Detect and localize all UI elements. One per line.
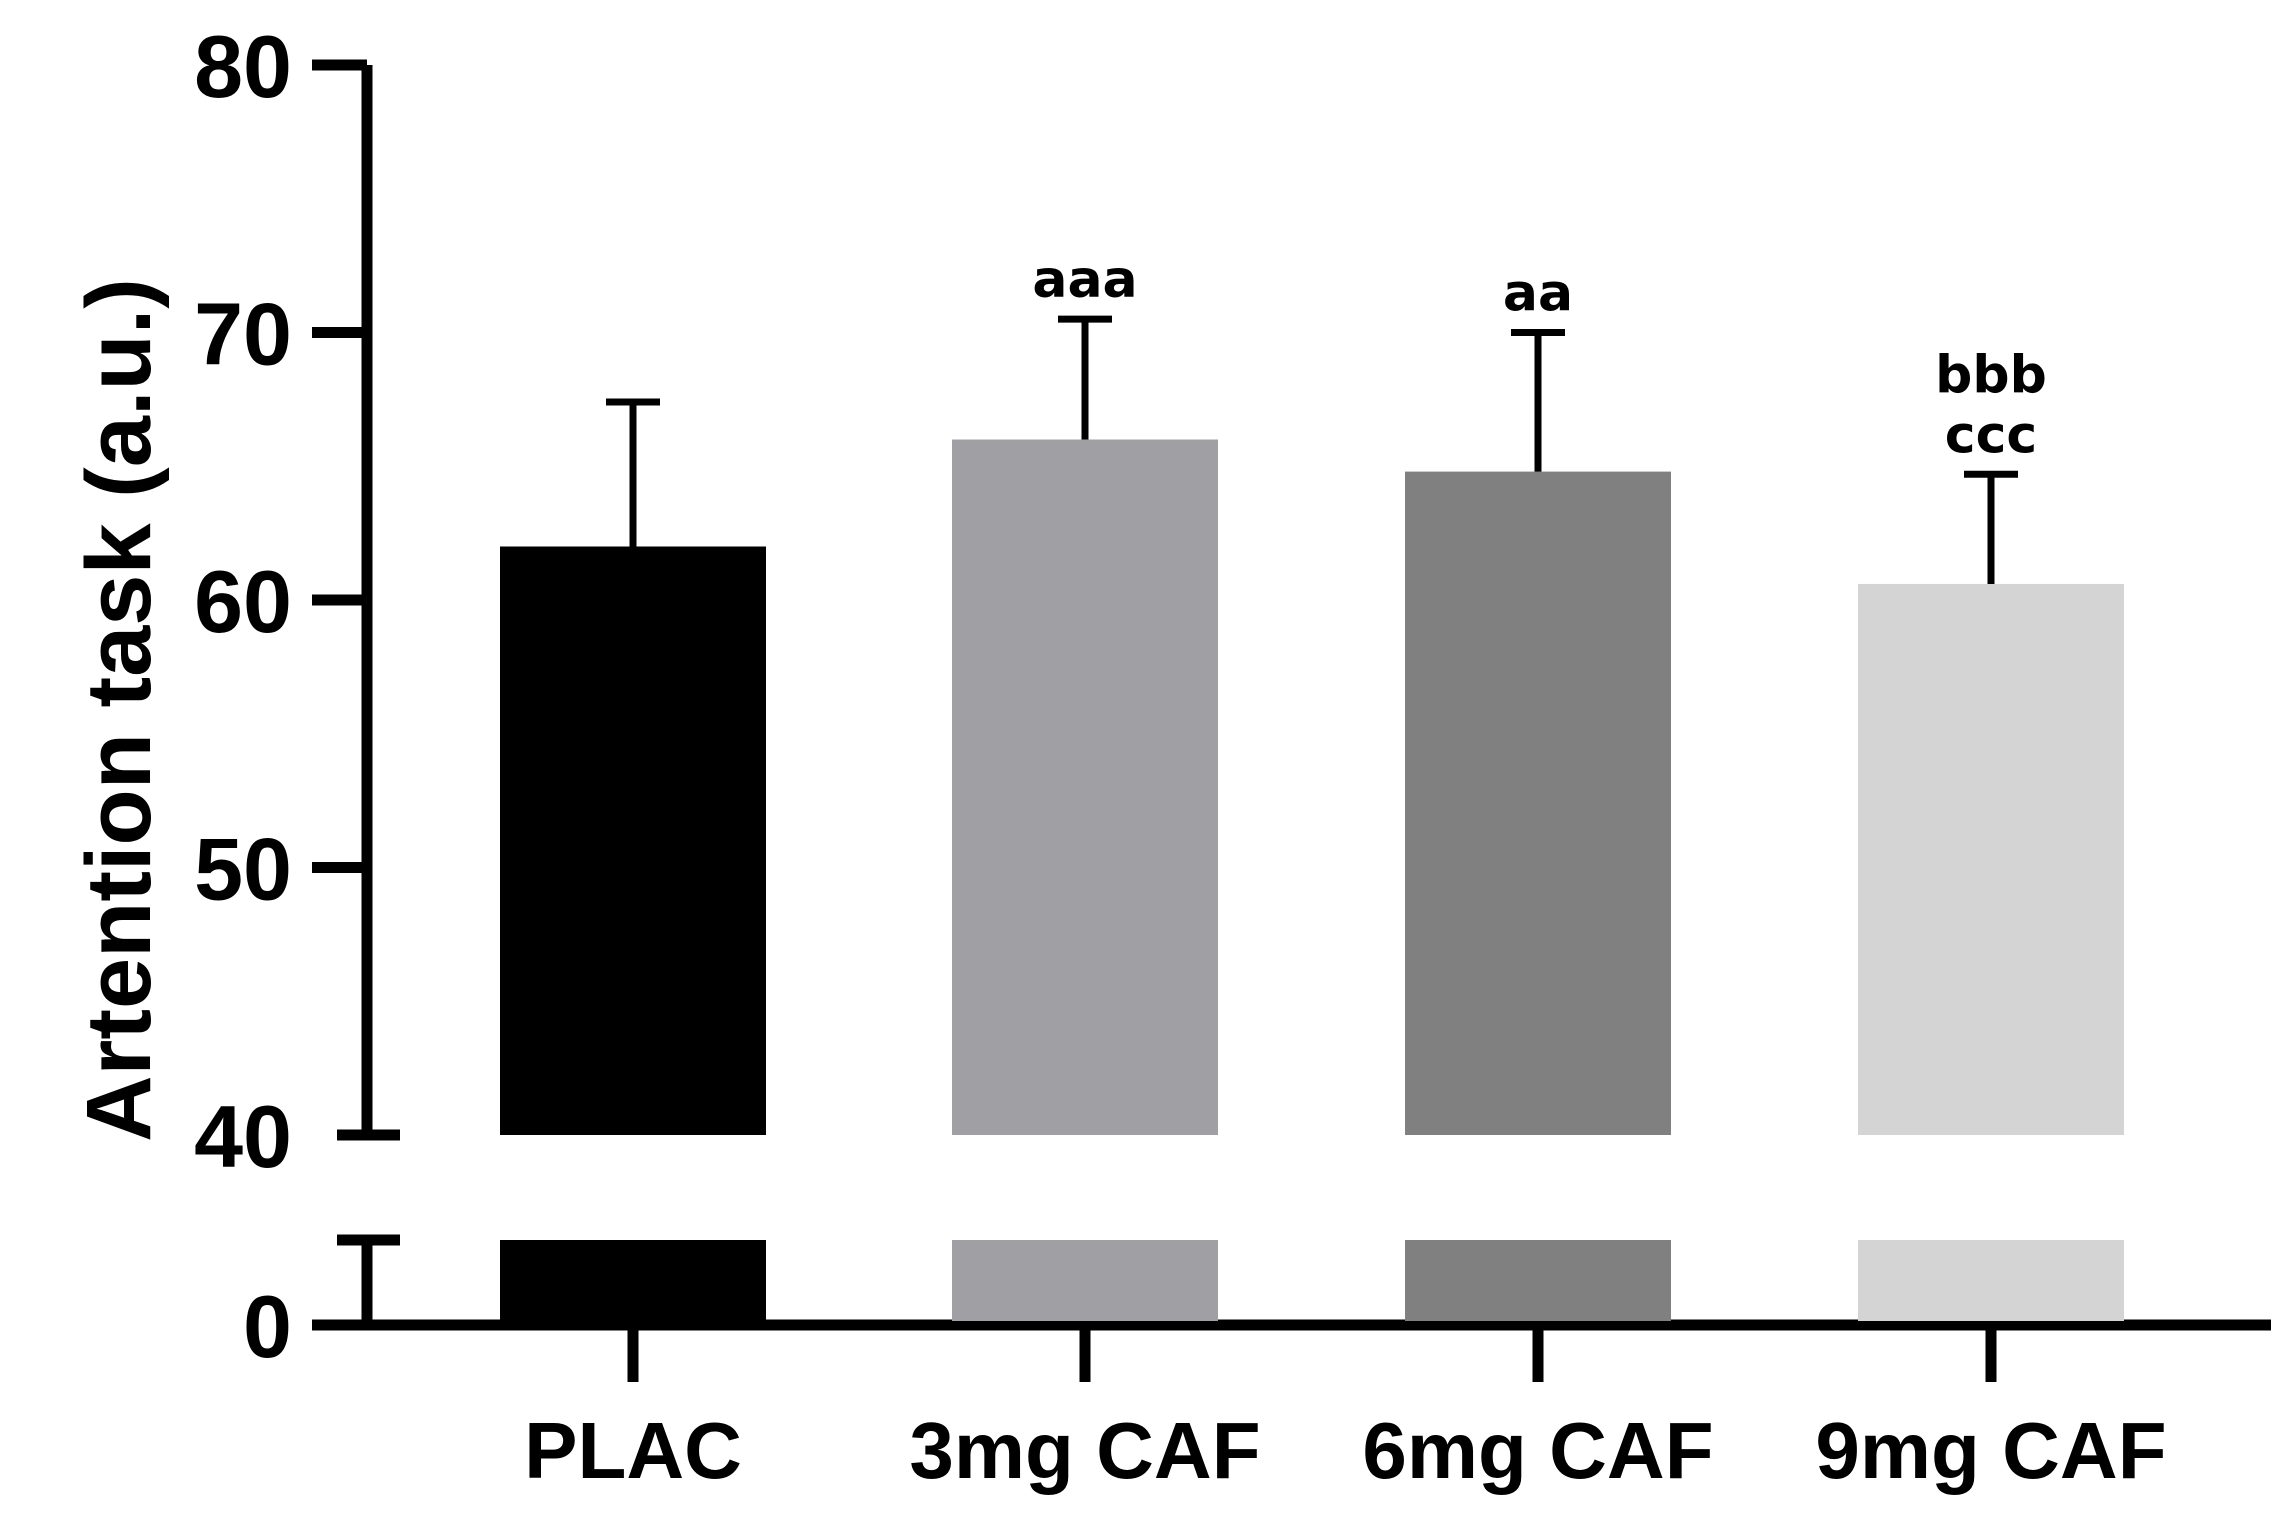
bar-lower (500, 1240, 766, 1321)
y-axis-label: Artention task (a.u.) (68, 278, 170, 1142)
x-ticks: PLAC 3mg CAF 6mg CAF 9mg CAF (524, 1325, 2167, 1495)
bar-lower (1405, 1240, 1671, 1321)
x-tick-label: 3mg CAF (909, 1406, 1260, 1495)
y-tick-label: 60 (194, 552, 292, 651)
bar-lower (1858, 1240, 2124, 1321)
y-tick-label: 80 (194, 17, 292, 116)
significance-annotation: ccc (1945, 405, 2037, 465)
bar-upper (1405, 471, 1671, 1136)
x-tick-label: 9mg CAF (1815, 1406, 2166, 1495)
x-tick-label: PLAC (524, 1406, 742, 1495)
bar-upper (952, 439, 1218, 1135)
bar-lower (952, 1240, 1218, 1321)
bar-upper (500, 546, 766, 1135)
significance-annotation: aaa (1032, 250, 1137, 310)
y-tick-label: 0 (243, 1277, 292, 1376)
y-tick-label: 50 (194, 820, 292, 919)
bar-upper (1858, 583, 2124, 1135)
y-ticks: 0 40 50 60 70 80 (194, 17, 400, 1376)
x-tick-label: 6mg CAF (1362, 1406, 1713, 1495)
significance-annotation: aa (1503, 264, 1573, 324)
y-tick-label: 40 (194, 1087, 292, 1186)
significance-annotation: bbb (1935, 345, 2047, 405)
y-tick-label: 70 (194, 285, 292, 384)
